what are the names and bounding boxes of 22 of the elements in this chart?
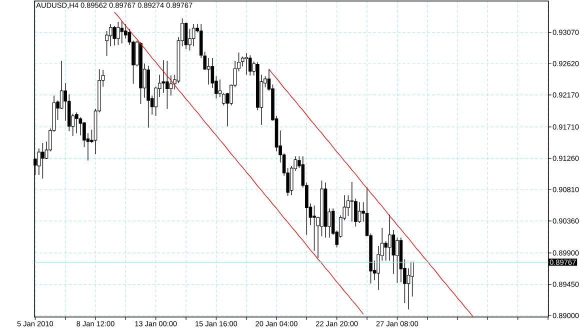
candlestick: [358, 202, 362, 224]
candlestick: [105, 30, 108, 56]
candlestick: [376, 246, 380, 290]
candlestick: [166, 60, 169, 110]
candlestick: [162, 60, 166, 94]
candlestick: [192, 24, 196, 47]
candlestick: [154, 86, 158, 116]
candlestick: [184, 22, 188, 50]
candlestick: [207, 58, 210, 86]
candlestick: [116, 22, 120, 46]
candlestick: [248, 55, 252, 76]
candlestick: [41, 142, 44, 179]
candlestick: [37, 148, 41, 176]
candlestick: [350, 182, 354, 222]
candlestick: [388, 214, 392, 262]
candlestick: [108, 24, 112, 47]
candlestick: [169, 75, 173, 96]
candlestick: [120, 20, 124, 44]
candlestick: [75, 112, 78, 134]
candlestick: [112, 26, 116, 46]
candlestick: [312, 205, 316, 252]
candlestick: [244, 52, 248, 76]
